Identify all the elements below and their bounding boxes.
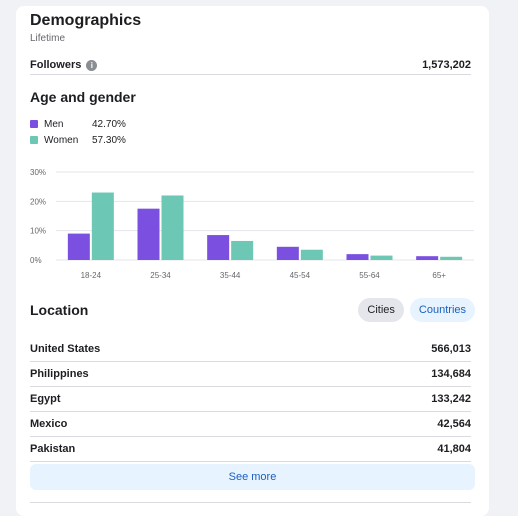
age-gender-chart: 0% 10% 20% 30% 18-24 25-34 35-44 45-54 55-64 65+	[16, 158, 489, 288]
y-tick-label: 30%	[30, 168, 46, 177]
followers-label: Followers	[30, 59, 82, 71]
bar-men-55-64[interactable]	[346, 254, 369, 260]
bar-men-35-44[interactable]	[207, 235, 230, 260]
bar-men-18-24[interactable]	[67, 233, 90, 260]
location-value: 42,564	[437, 418, 471, 430]
divider	[30, 502, 471, 503]
women-swatch	[30, 136, 38, 144]
demographics-card: Demographics Lifetime Followers i 1,573,…	[16, 6, 489, 516]
followers-value: 1,573,202	[422, 59, 471, 71]
legend-label: Men	[44, 118, 64, 130]
bar-women-18-24[interactable]	[91, 192, 114, 260]
legend-value: 42.70%	[92, 118, 126, 130]
bar-men-45-54[interactable]	[276, 246, 299, 260]
legend-item-women: Women 57.30%	[30, 132, 126, 148]
countries-button[interactable]: Countries	[409, 298, 475, 322]
info-icon[interactable]: i	[86, 59, 98, 71]
location-name: Philippines	[30, 368, 89, 380]
location-value: 134,684	[431, 368, 471, 380]
list-item: Egypt 133,242	[30, 387, 471, 412]
location-name: Egypt	[30, 393, 61, 405]
bar-women-45-54[interactable]	[300, 249, 323, 260]
location-title: Location	[30, 302, 89, 318]
x-tick-label: 18-24	[81, 271, 102, 280]
location-value: 566,013	[431, 343, 471, 355]
location-name: Pakistan	[30, 443, 76, 455]
location-name: Mexico	[30, 418, 68, 430]
bar-men-25-34[interactable]	[137, 208, 160, 260]
bar-chart-svg: 0% 10% 20% 30% 18-24 25-34 35-44 45-54 55-64 65+	[30, 168, 474, 280]
y-tick-label: 10%	[30, 227, 46, 236]
x-tick-label: 65+	[432, 271, 446, 280]
location-value: 133,242	[431, 393, 471, 405]
age-gender-title: Age and gender	[30, 89, 136, 105]
bar-men-65+[interactable]	[416, 256, 439, 260]
bar-women-35-44[interactable]	[231, 240, 254, 260]
x-tick-label: 55-64	[359, 271, 380, 280]
x-tick-label: 45-54	[290, 271, 311, 280]
legend-label: Women	[44, 134, 79, 146]
followers-row: Followers i 1,573,202	[30, 56, 471, 75]
y-tick-label: 0%	[30, 256, 42, 265]
bar-women-65+[interactable]	[440, 256, 463, 260]
location-list: United States 566,013 Philippines 134,68…	[30, 337, 471, 462]
see-more-button[interactable]: See more	[30, 464, 475, 490]
cities-button[interactable]: Cities	[358, 298, 404, 322]
men-swatch	[30, 120, 38, 128]
chart-legend: Men 42.70% Women 57.30%	[30, 116, 126, 148]
bar-women-25-34[interactable]	[161, 195, 184, 260]
x-tick-label: 25-34	[150, 271, 171, 280]
x-tick-label: 35-44	[220, 271, 241, 280]
location-toggle: Cities Countries	[358, 298, 475, 322]
legend-value: 57.30%	[92, 134, 126, 146]
list-item: United States 566,013	[30, 337, 471, 362]
page-title: Demographics	[30, 12, 142, 29]
bar-women-55-64[interactable]	[370, 255, 393, 260]
list-item: Pakistan 41,804	[30, 437, 471, 462]
y-tick-label: 20%	[30, 197, 46, 206]
legend-item-men: Men 42.70%	[30, 116, 126, 132]
list-item: Philippines 134,684	[30, 362, 471, 387]
location-name: United States	[30, 343, 101, 355]
list-item: Mexico 42,564	[30, 412, 471, 437]
location-value: 41,804	[437, 443, 471, 455]
period-subtitle: Lifetime	[30, 33, 66, 44]
